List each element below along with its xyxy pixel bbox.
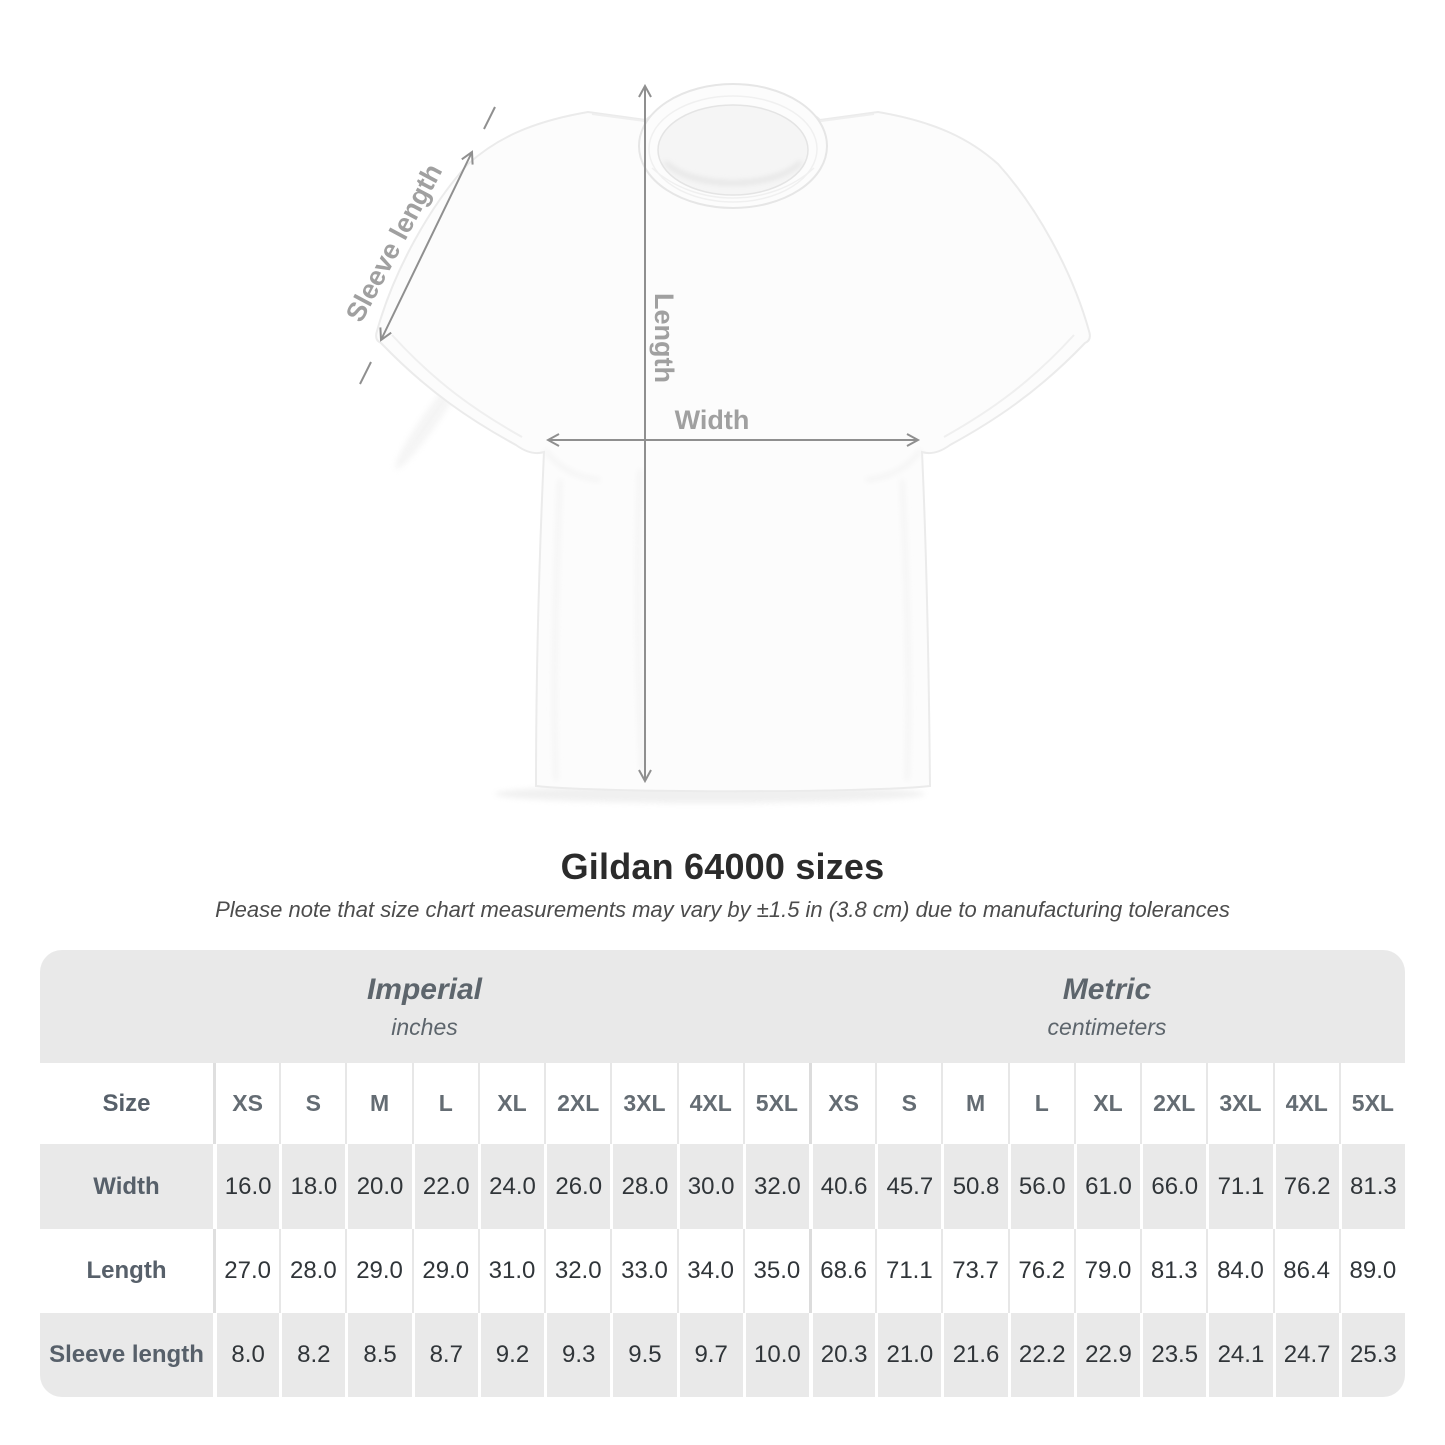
sleeve-tick-top (483, 106, 496, 130)
size-header-imperial-l: L (411, 1063, 478, 1144)
cell-metric-0-2: 50.8 (941, 1144, 1008, 1229)
cell-metric-0-6: 71.1 (1206, 1144, 1273, 1229)
cell-imperial-1-1: 28.0 (279, 1229, 346, 1313)
cell-imperial-2-4: 9.2 (477, 1313, 545, 1397)
cell-metric-1-6: 84.0 (1206, 1229, 1273, 1313)
cell-metric-1-2: 73.7 (941, 1229, 1008, 1313)
cell-metric-2-5: 23.5 (1140, 1313, 1207, 1397)
size-header-imperial-5xl: 5XL (742, 1063, 809, 1144)
measurement-annotations (359, 86, 918, 781)
cell-imperial-0-2: 20.0 (345, 1144, 412, 1229)
cell-imperial-2-1: 8.2 (279, 1313, 346, 1397)
tshirt-figure-svg: Sleeve length Length Width (340, 83, 1091, 803)
cell-imperial-2-3: 8.7 (411, 1313, 478, 1397)
cell-metric-2-0: 20.3 (808, 1313, 876, 1397)
cell-metric-1-0: 68.6 (808, 1229, 876, 1313)
cell-metric-0-3: 56.0 (1007, 1144, 1074, 1229)
size-header-metric-2xl: 2XL (1140, 1063, 1207, 1144)
length-label: Length (649, 293, 679, 383)
cell-metric-1-4: 79.0 (1073, 1229, 1141, 1313)
size-header-imperial-s: S (279, 1063, 346, 1144)
cell-imperial-1-6: 33.0 (610, 1229, 677, 1313)
size-header-metric-3xl: 3XL (1206, 1063, 1273, 1144)
size-header-imperial-3xl: 3XL (610, 1063, 677, 1144)
sleeve-tick-bottom (359, 361, 372, 385)
collar (638, 83, 828, 209)
cell-imperial-0-3: 22.0 (411, 1144, 478, 1229)
cell-metric-2-1: 21.0 (875, 1313, 942, 1397)
cell-metric-0-8: 81.3 (1338, 1144, 1405, 1229)
cell-imperial-2-5: 9.3 (544, 1313, 611, 1397)
fabric-folds (543, 449, 923, 781)
cell-imperial-0-8: 32.0 (742, 1144, 809, 1229)
imperial-units: inches (391, 1013, 458, 1040)
cell-imperial-2-0: 8.0 (213, 1313, 280, 1397)
cell-metric-1-1: 71.1 (875, 1229, 942, 1313)
row-label-1: Length (40, 1229, 213, 1313)
size-header-imperial-4xl: 4XL (676, 1063, 743, 1144)
size-header-metric-5xl: 5XL (1338, 1063, 1405, 1144)
size-header-metric-xl: XL (1073, 1063, 1141, 1144)
cell-metric-1-5: 81.3 (1140, 1229, 1207, 1313)
cell-imperial-0-0: 16.0 (213, 1144, 280, 1229)
size-header-metric-m: M (941, 1063, 1008, 1144)
width-label: Width (675, 405, 750, 435)
imperial-section-header: Imperial inches (40, 950, 809, 1063)
cell-imperial-2-2: 8.5 (345, 1313, 412, 1397)
size-header-imperial-xs: XS (213, 1063, 280, 1144)
row-label-2: Sleeve length (40, 1313, 213, 1397)
cell-imperial-1-5: 32.0 (544, 1229, 611, 1313)
page-title: Gildan 64000 sizes (560, 846, 885, 887)
cell-metric-2-4: 22.9 (1073, 1313, 1141, 1397)
cell-imperial-0-5: 26.0 (544, 1144, 611, 1229)
cell-imperial-1-3: 29.0 (411, 1229, 478, 1313)
metric-units: centimeters (1047, 1013, 1167, 1040)
cell-imperial-0-4: 24.0 (477, 1144, 545, 1229)
cell-metric-0-1: 45.7 (875, 1144, 942, 1229)
cell-metric-1-7: 86.4 (1272, 1229, 1339, 1313)
imperial-title: Imperial (366, 972, 483, 1006)
size-header-metric-4xl: 4XL (1272, 1063, 1339, 1144)
size-header-metric-xs: XS (808, 1063, 876, 1144)
tshirt-measurement-figure: Sleeve length Length Width (340, 83, 1091, 803)
cell-metric-2-8: 25.3 (1338, 1313, 1405, 1397)
row-label-0: Width (40, 1144, 213, 1229)
size-header-metric-l: L (1007, 1063, 1074, 1144)
cell-imperial-0-1: 18.0 (279, 1144, 346, 1229)
page-subtitle: Please note that size chart measurements… (215, 897, 1230, 922)
sleeve-arrow (381, 152, 472, 340)
cell-imperial-0-7: 30.0 (676, 1144, 743, 1229)
cell-imperial-1-0: 27.0 (213, 1229, 280, 1313)
cell-metric-0-4: 61.0 (1073, 1144, 1141, 1229)
cell-metric-1-8: 89.0 (1338, 1229, 1405, 1313)
metric-section-header: Metric centimeters (808, 950, 1405, 1063)
cell-imperial-2-7: 9.7 (676, 1313, 743, 1397)
cell-metric-1-3: 76.2 (1007, 1229, 1074, 1313)
metric-title: Metric (1062, 972, 1152, 1006)
size-header-imperial-2xl: 2XL (544, 1063, 611, 1144)
cell-metric-2-6: 24.1 (1206, 1313, 1273, 1397)
cell-imperial-1-2: 29.0 (345, 1229, 412, 1313)
cell-imperial-2-8: 10.0 (742, 1313, 809, 1397)
cell-metric-0-5: 66.0 (1140, 1144, 1207, 1229)
cell-imperial-0-6: 28.0 (610, 1144, 677, 1229)
cell-imperial-2-6: 9.5 (610, 1313, 677, 1397)
size-table: Imperial inches Metric centimeters Size X… (40, 950, 1405, 1397)
cell-metric-0-7: 76.2 (1272, 1144, 1339, 1229)
cell-metric-0-0: 40.6 (808, 1144, 876, 1229)
size-col-header: Size (40, 1063, 213, 1144)
size-header-imperial-m: M (345, 1063, 412, 1144)
size-header-imperial-xl: XL (477, 1063, 545, 1144)
cell-imperial-1-7: 34.0 (676, 1229, 743, 1313)
cell-metric-2-7: 24.7 (1272, 1313, 1339, 1397)
cell-imperial-1-4: 31.0 (477, 1229, 545, 1313)
cell-metric-2-3: 22.2 (1007, 1313, 1074, 1397)
cell-metric-2-2: 21.6 (941, 1313, 1008, 1397)
cell-imperial-1-8: 35.0 (742, 1229, 809, 1313)
size-header-metric-s: S (875, 1063, 942, 1144)
